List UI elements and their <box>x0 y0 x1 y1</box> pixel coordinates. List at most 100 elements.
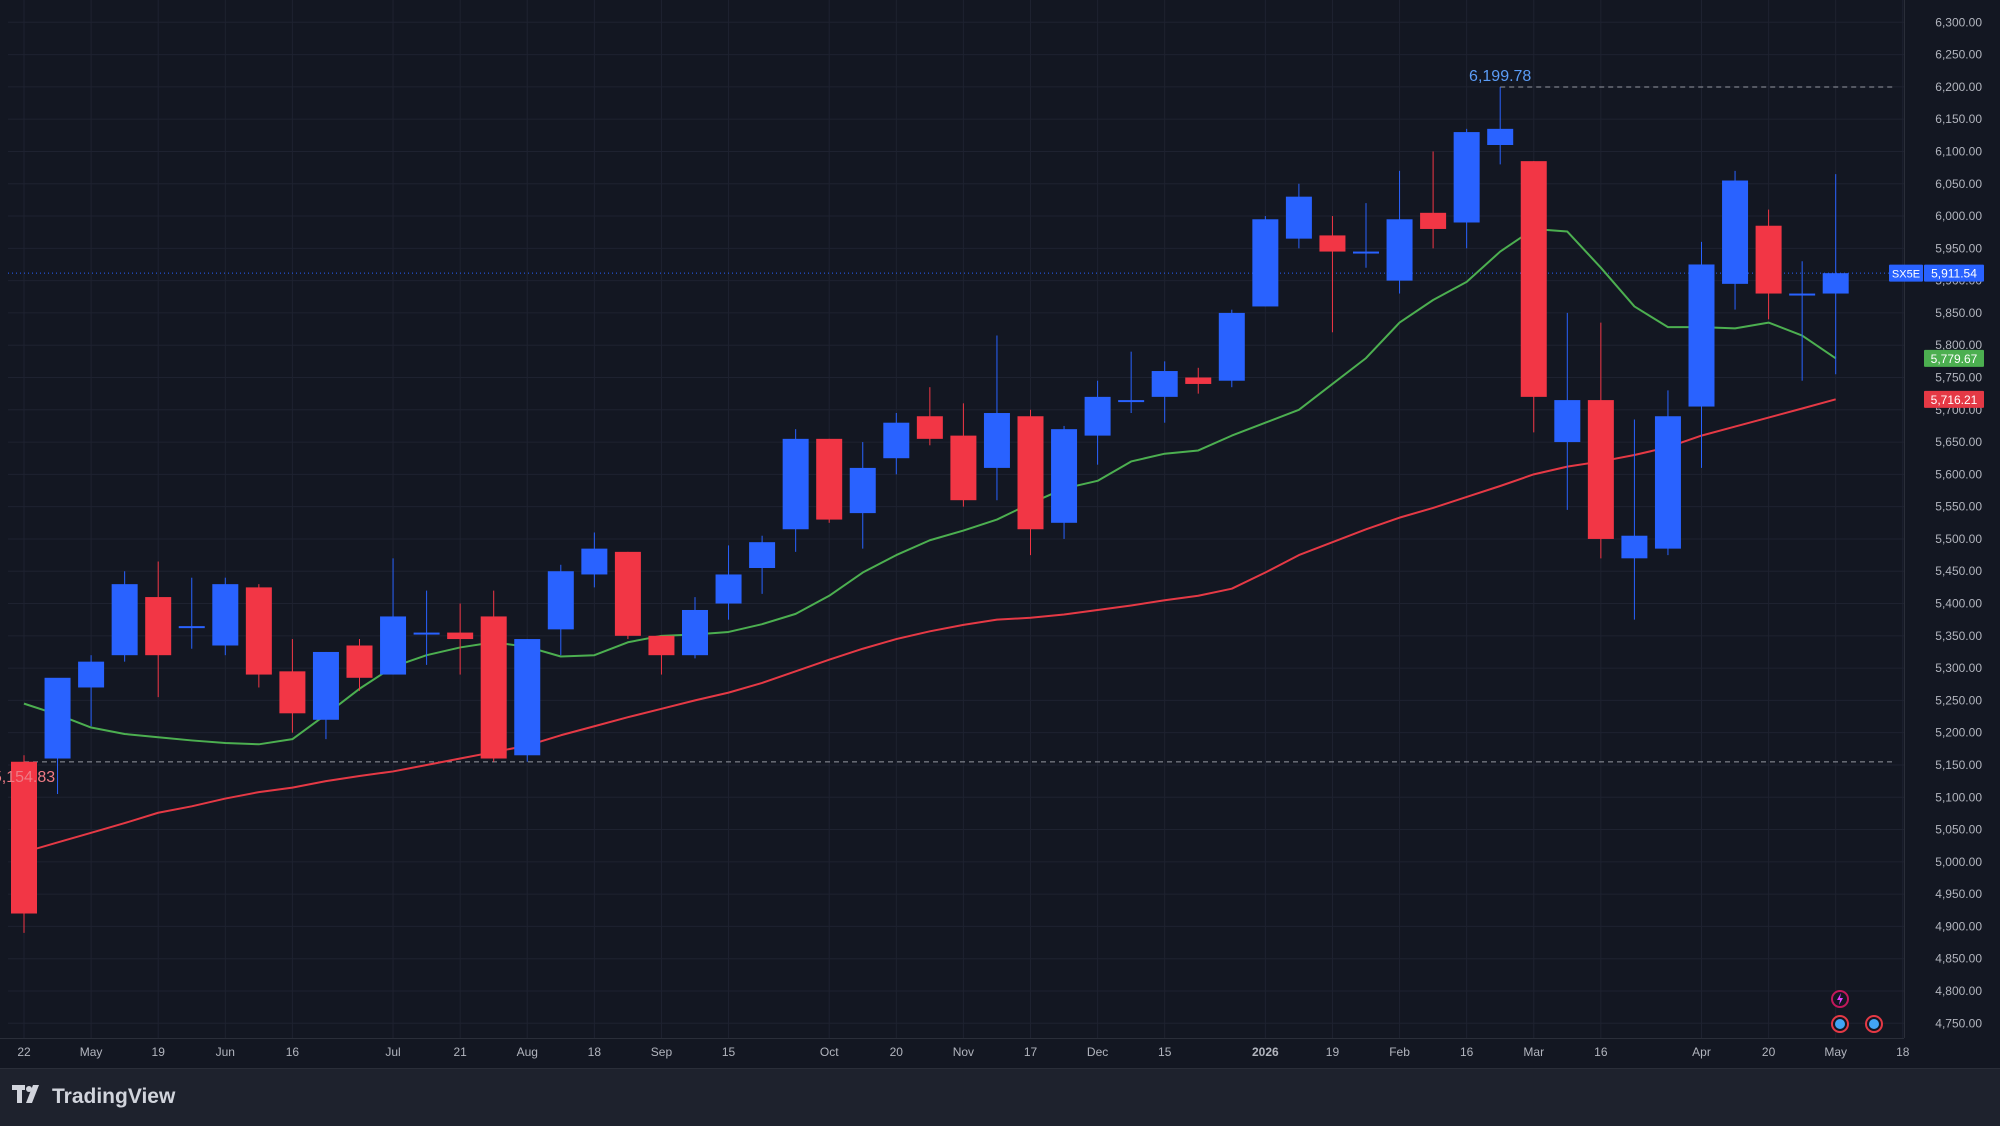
price-axis-tick-label: 6,100.00 <box>1935 144 1982 158</box>
time-axis-tick-label: May <box>1824 1045 1847 1059</box>
price-axis-tick-label: 5,100.00 <box>1935 790 1982 804</box>
moving-average-fast-line <box>23 227 1837 746</box>
candle <box>1151 361 1178 423</box>
candle-body <box>916 416 943 439</box>
price-axis-tick-label: 5,400.00 <box>1935 597 1982 611</box>
time-axis-tick-label: 19 <box>1326 1045 1340 1059</box>
time-axis-tick-label: Mar <box>1523 1045 1544 1059</box>
candle-body <box>1386 219 1413 281</box>
candle <box>312 651 339 740</box>
price-axis-tick-label: 5,150.00 <box>1935 758 1982 772</box>
moving-average-slow-line <box>23 398 1836 854</box>
price-axis-tick-label: 5,250.00 <box>1935 693 1982 707</box>
candle-body <box>1185 377 1212 384</box>
price-axis-tick-label: 5,550.00 <box>1935 500 1982 514</box>
price-axis-tick-label: 5,050.00 <box>1935 823 1982 837</box>
ma-fast-price-tag-text: 5,779.67 <box>1931 352 1978 366</box>
price-axis-tick-label: 4,950.00 <box>1935 887 1982 901</box>
price-axis-tick-label: 4,800.00 <box>1935 984 1982 998</box>
candle <box>447 603 474 675</box>
candle <box>346 639 373 691</box>
symbol-tag: SX5E <box>1889 264 1923 282</box>
candle-body <box>145 597 172 656</box>
time-axis-tick-label: 20 <box>890 1045 904 1059</box>
time-axis-tick-label: 22 <box>17 1045 31 1059</box>
price-axis-tick-label: 6,200.00 <box>1935 80 1982 94</box>
candle <box>145 561 172 698</box>
candle <box>749 535 776 594</box>
candle <box>950 403 977 507</box>
candle <box>715 545 742 620</box>
price-axis: 4,750.00 4,800.00 4,850.00 4,900.00 4,950.00… <box>1935 15 1982 1030</box>
candle <box>380 558 407 675</box>
candle <box>1487 87 1514 165</box>
time-axis-tick-label: 16 <box>1460 1045 1474 1059</box>
candle <box>816 438 843 523</box>
candle-body <box>1453 132 1480 223</box>
tradingview-brand[interactable]: TradingView <box>12 1085 175 1109</box>
candle-body <box>1789 293 1816 296</box>
candle <box>1453 128 1480 249</box>
time-axis-tick-label: Apr <box>1692 1045 1711 1059</box>
candle <box>1386 170 1413 294</box>
candle-body <box>1621 535 1648 559</box>
time-axis-tick-label: Sep <box>651 1045 673 1059</box>
price-axis-tick-label: 6,250.00 <box>1935 48 1982 62</box>
time-axis-tick-label: 18 <box>588 1045 602 1059</box>
candle <box>1688 241 1715 468</box>
price-axis-tick-label: 4,750.00 <box>1935 1016 1982 1030</box>
candle <box>178 577 205 649</box>
candle <box>1353 203 1379 268</box>
candle-body <box>1420 212 1447 229</box>
candle <box>413 590 440 665</box>
candle-body <box>514 639 541 756</box>
price-axis-tick-label: 4,900.00 <box>1935 919 1982 933</box>
event-marker-icon <box>1831 1015 1849 1033</box>
candle-body <box>212 584 239 646</box>
candlestick-chart[interactable]: 6,199.78 5,154.83 4,750.00 4,800.00 4,850.00… <box>0 0 2000 1068</box>
candle <box>245 584 272 688</box>
candles <box>11 87 1849 933</box>
price-axis-tick-label: 6,050.00 <box>1935 177 1982 191</box>
candle <box>111 571 138 662</box>
brand-name: TradingView <box>52 1085 176 1108</box>
high-value-label: 6,199.78 <box>1469 68 1531 85</box>
candle <box>849 442 876 549</box>
price-axis-tick-label: 5,650.00 <box>1935 435 1982 449</box>
price-axis-tick-label: 6,300.00 <box>1935 15 1982 29</box>
candle <box>1218 309 1245 388</box>
lightning-bolt <box>1837 993 1843 1005</box>
candle-body <box>279 671 306 714</box>
ma-slow-price-tag: 5,716.21 <box>1924 390 1984 408</box>
time-axis-tick-label: 18 <box>1896 1045 1910 1059</box>
candle-body <box>1554 400 1581 443</box>
price-axis-tick-label: 4,850.00 <box>1935 952 1982 966</box>
candle <box>1789 261 1816 381</box>
tradingview-logo-icon <box>12 1085 44 1109</box>
candle <box>1654 390 1681 556</box>
candle <box>1252 216 1279 307</box>
candle-body <box>849 467 876 514</box>
candle <box>1822 174 1849 375</box>
candle <box>1017 409 1044 556</box>
candle-body <box>346 645 373 678</box>
candle-body <box>178 626 205 629</box>
price-axis-tick-label: 5,300.00 <box>1935 661 1982 675</box>
candle <box>883 413 910 475</box>
candle <box>916 387 943 446</box>
price-axis-tick-label: 6,150.00 <box>1935 112 1982 126</box>
price-axis-tick-label: 5,950.00 <box>1935 241 1982 255</box>
candle-body <box>883 422 910 459</box>
candle-body <box>1487 128 1514 146</box>
candle <box>547 564 574 656</box>
candle-body <box>682 609 708 656</box>
candle <box>1118 351 1145 414</box>
time-axis: 22 May 19 Jun 16 Jul 21 Aug 18 Sep 15 Oct 20 Nov 17 Dec… <box>17 1045 1909 1059</box>
candle <box>1285 183 1312 249</box>
candle <box>614 551 641 640</box>
candle-body <box>782 438 809 530</box>
candle <box>279 639 306 733</box>
time-axis-tick-label: Jul <box>385 1045 400 1059</box>
symbol-tag-text: SX5E <box>1892 269 1920 281</box>
